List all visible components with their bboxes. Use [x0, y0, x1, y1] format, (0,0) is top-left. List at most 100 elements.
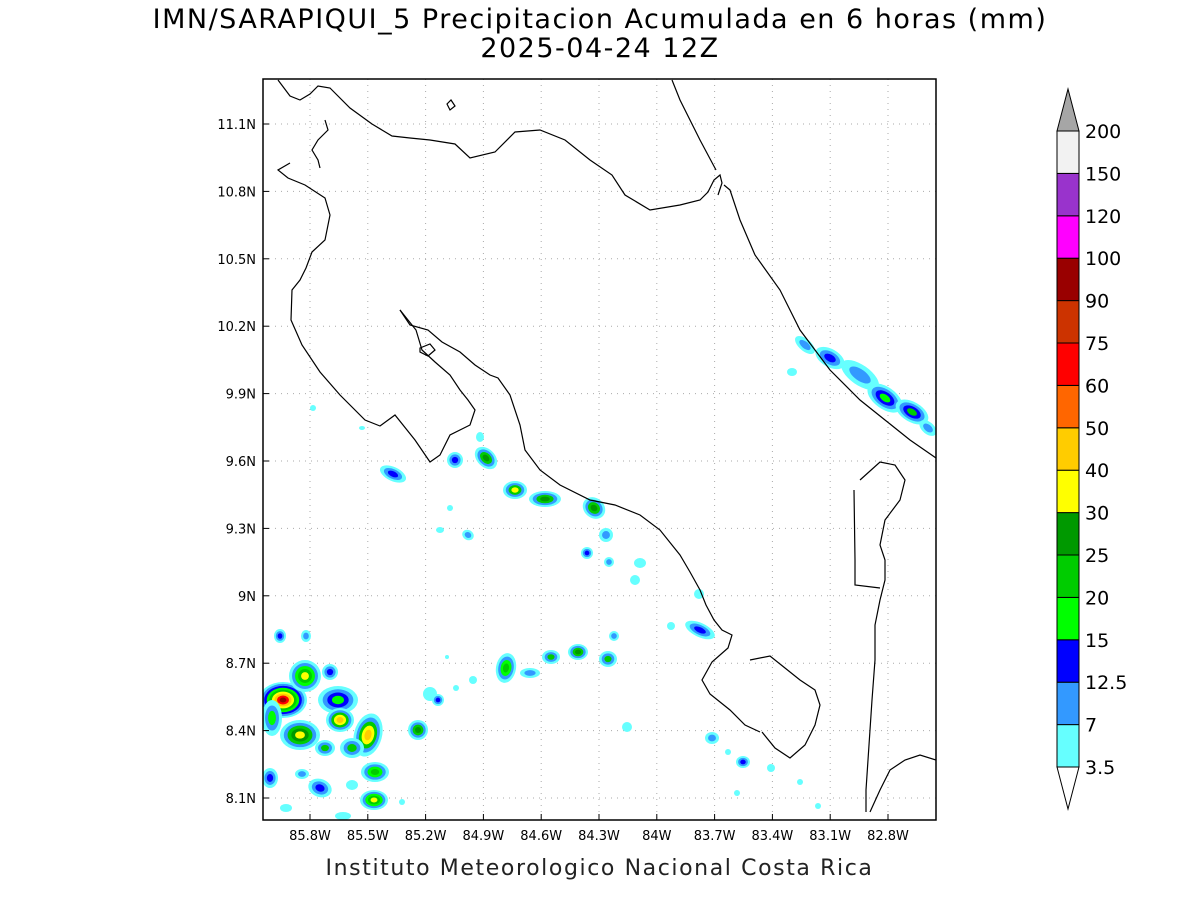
precip-cell — [335, 812, 351, 820]
colorbar-label: 7 — [1085, 715, 1097, 737]
colorbar-label: 90 — [1085, 291, 1109, 313]
colorbar-swatch — [1056, 469, 1080, 514]
precip-cell — [694, 589, 704, 599]
precip-cell — [315, 740, 335, 756]
precip-cell — [705, 732, 719, 744]
colorbar-swatch — [1056, 257, 1080, 302]
footer-credit: Instituto Meteorologico Nacional Costa R… — [325, 856, 874, 881]
precip-cell — [630, 575, 640, 585]
precip-cell — [289, 660, 321, 692]
lat-tick-label: 8.4N — [226, 725, 256, 740]
lon-tick-label: 83.4W — [751, 829, 793, 844]
map-title: IMN/SARAPIQUI_5 Precipitacion Acumulada … — [152, 4, 1048, 35]
precip-cell — [453, 685, 459, 691]
lat-tick-label: 9.3N — [226, 522, 256, 537]
precip-cell — [503, 481, 527, 499]
precip-cell — [361, 762, 389, 782]
precip-cell — [280, 804, 292, 812]
precip-cell — [622, 722, 632, 732]
lon-tick-label: 85.5W — [347, 829, 389, 844]
colorbar-label: 15 — [1085, 630, 1109, 652]
colorbar-swatch — [1056, 300, 1080, 344]
precip-cell — [634, 558, 646, 568]
osa-peninsula — [749, 655, 821, 759]
lake-island — [419, 343, 436, 357]
precip-cell — [280, 720, 320, 750]
panama-coast — [859, 461, 906, 812]
precip-cell — [340, 738, 364, 758]
colorbar-label: 120 — [1085, 206, 1121, 228]
lat-tick-label: 9.9N — [226, 388, 256, 403]
precip-cell — [274, 629, 286, 643]
precip-cell — [797, 779, 803, 785]
precip-cell — [542, 650, 560, 664]
precip-cell — [599, 528, 613, 542]
precip-cell — [360, 790, 388, 810]
precip-cell — [474, 446, 498, 470]
precip-cell — [263, 768, 278, 788]
colorbar-swatch — [1056, 427, 1080, 471]
colorbar-swatch — [1056, 384, 1080, 429]
precip-cell — [495, 653, 517, 683]
colorbar-swatch — [1056, 215, 1080, 259]
lon-tick-label: 84.6W — [520, 829, 562, 844]
precip-cell — [447, 505, 453, 511]
colorbar-label: 12.5 — [1085, 672, 1127, 694]
nicaragua-coast-east — [671, 79, 717, 171]
precip-cell — [436, 527, 444, 533]
lat-tick-label: 9.6N — [226, 455, 256, 470]
precip-cell — [529, 491, 561, 507]
pacific-coast-main — [399, 309, 761, 733]
coastline — [276, 79, 936, 813]
precip-cell — [736, 756, 750, 768]
colorbar-swatch — [1056, 554, 1080, 598]
lon-tick-label: 83.1W — [809, 829, 851, 844]
precip-field — [263, 336, 936, 820]
precip-cell — [520, 668, 540, 678]
precip-cell — [795, 336, 815, 354]
precip-cell — [604, 557, 614, 567]
precip-cell — [447, 452, 463, 468]
lat-tick-label: 10.2N — [217, 320, 256, 335]
precip-cell — [476, 432, 484, 442]
precip-cell — [767, 764, 775, 772]
lat-tick-label: 8.1N — [226, 792, 256, 807]
precip-cell — [667, 622, 675, 630]
colorbar-swatch — [1056, 172, 1080, 217]
precip-cell — [318, 686, 358, 714]
panama-coast-2 — [869, 754, 936, 813]
colorbar-label: 150 — [1085, 163, 1121, 185]
precip-cell — [322, 664, 338, 680]
precip-cell — [263, 700, 282, 736]
precip-cell — [432, 694, 444, 706]
precip-cell — [399, 799, 405, 805]
precip-cell — [867, 383, 903, 413]
colorbar-swatch — [1056, 342, 1080, 386]
colorbar-label: 50 — [1085, 418, 1109, 440]
panama-border — [853, 489, 881, 589]
precip-cell — [346, 780, 358, 790]
precip-cell — [326, 708, 354, 732]
lat-tick-label: 11.1N — [217, 118, 256, 133]
precip-cell — [787, 368, 797, 376]
colorbar-label: 60 — [1085, 375, 1109, 397]
lon-tick-label: 84.9W — [462, 829, 504, 844]
lon-tick-label: 85.8W — [289, 829, 331, 844]
lat-tick-label: 8.7N — [226, 657, 256, 672]
lon-tick-label: 85.2W — [405, 829, 447, 844]
precip-cell — [582, 497, 606, 519]
plot-area — [263, 79, 936, 820]
colorbar-upper-arrow — [1056, 87, 1080, 132]
colorbar: 3.5 7 12.5 15 20 25 30 40 50 60 75 90 100 120 150 200 — [1056, 87, 1127, 811]
colorbar-lower-arrow — [1056, 766, 1080, 811]
colorbar-label: 40 — [1085, 460, 1109, 482]
precip-cell — [568, 644, 588, 660]
nicaragua-coast — [277, 79, 723, 211]
precip-cell — [895, 399, 929, 425]
colorbar-label: 3.5 — [1085, 757, 1115, 779]
colorbar-swatch — [1056, 512, 1080, 556]
precip-cell — [445, 655, 449, 659]
colorbar-swatch — [1056, 681, 1080, 726]
colorbar-label: 25 — [1085, 545, 1109, 567]
axis-ticks: 11.1N 10.8N 10.5N 10.2N 9.9N 9.6N 9.3N 9N 8.7N 8.… — [217, 118, 909, 844]
